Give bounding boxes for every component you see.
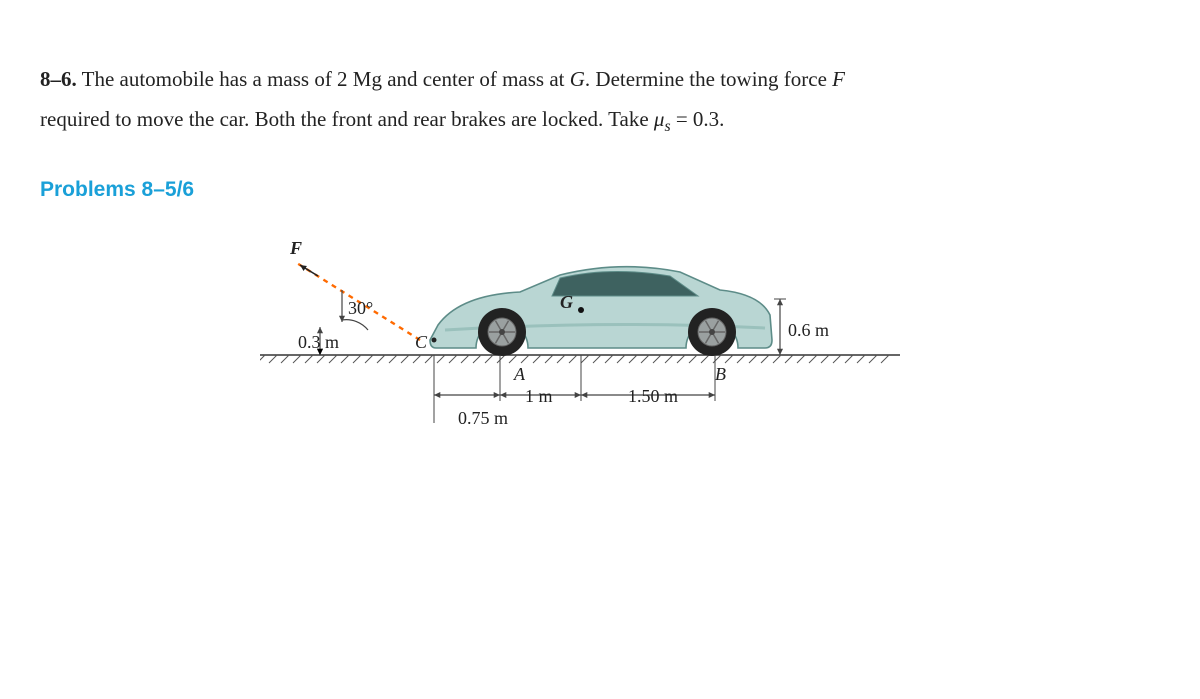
problem-number: 8–6. [40, 67, 77, 91]
label-f: F [290, 238, 302, 259]
figure: F 30° 0.3 m C G A B 0.75 m 1 m 1.50 m 0.… [260, 220, 900, 460]
label-angle: 30° [348, 298, 373, 319]
label-h-rope: 0.3 m [298, 332, 339, 353]
problem-text-2: . Determine the towing force [585, 67, 832, 91]
label-a: A [514, 364, 525, 385]
problem-text-1: The automobile has a mass of 2 Mg and ce… [82, 67, 570, 91]
var-f: F [832, 67, 845, 91]
problem-statement: 8–6. The automobile has a mass of 2 Mg a… [40, 60, 1160, 142]
mu-symbol: μ [654, 107, 665, 131]
problem-text-3: required to move the car. Both the front… [40, 107, 654, 131]
var-g: G [570, 67, 585, 91]
label-c: C [415, 332, 427, 353]
page: 8–6. The automobile has a mass of 2 Mg a… [0, 0, 1200, 500]
label-d-ag: 1 m [525, 386, 553, 407]
label-g: G [560, 292, 573, 313]
section-heading: Problems 8–5/6 [40, 178, 1160, 202]
label-h-right: 0.6 m [788, 320, 829, 341]
label-b: B [715, 364, 726, 385]
label-d-ca: 0.75 m [458, 408, 508, 429]
label-d-gb: 1.50 m [628, 386, 678, 407]
problem-text-4: = 0.3. [671, 107, 725, 131]
